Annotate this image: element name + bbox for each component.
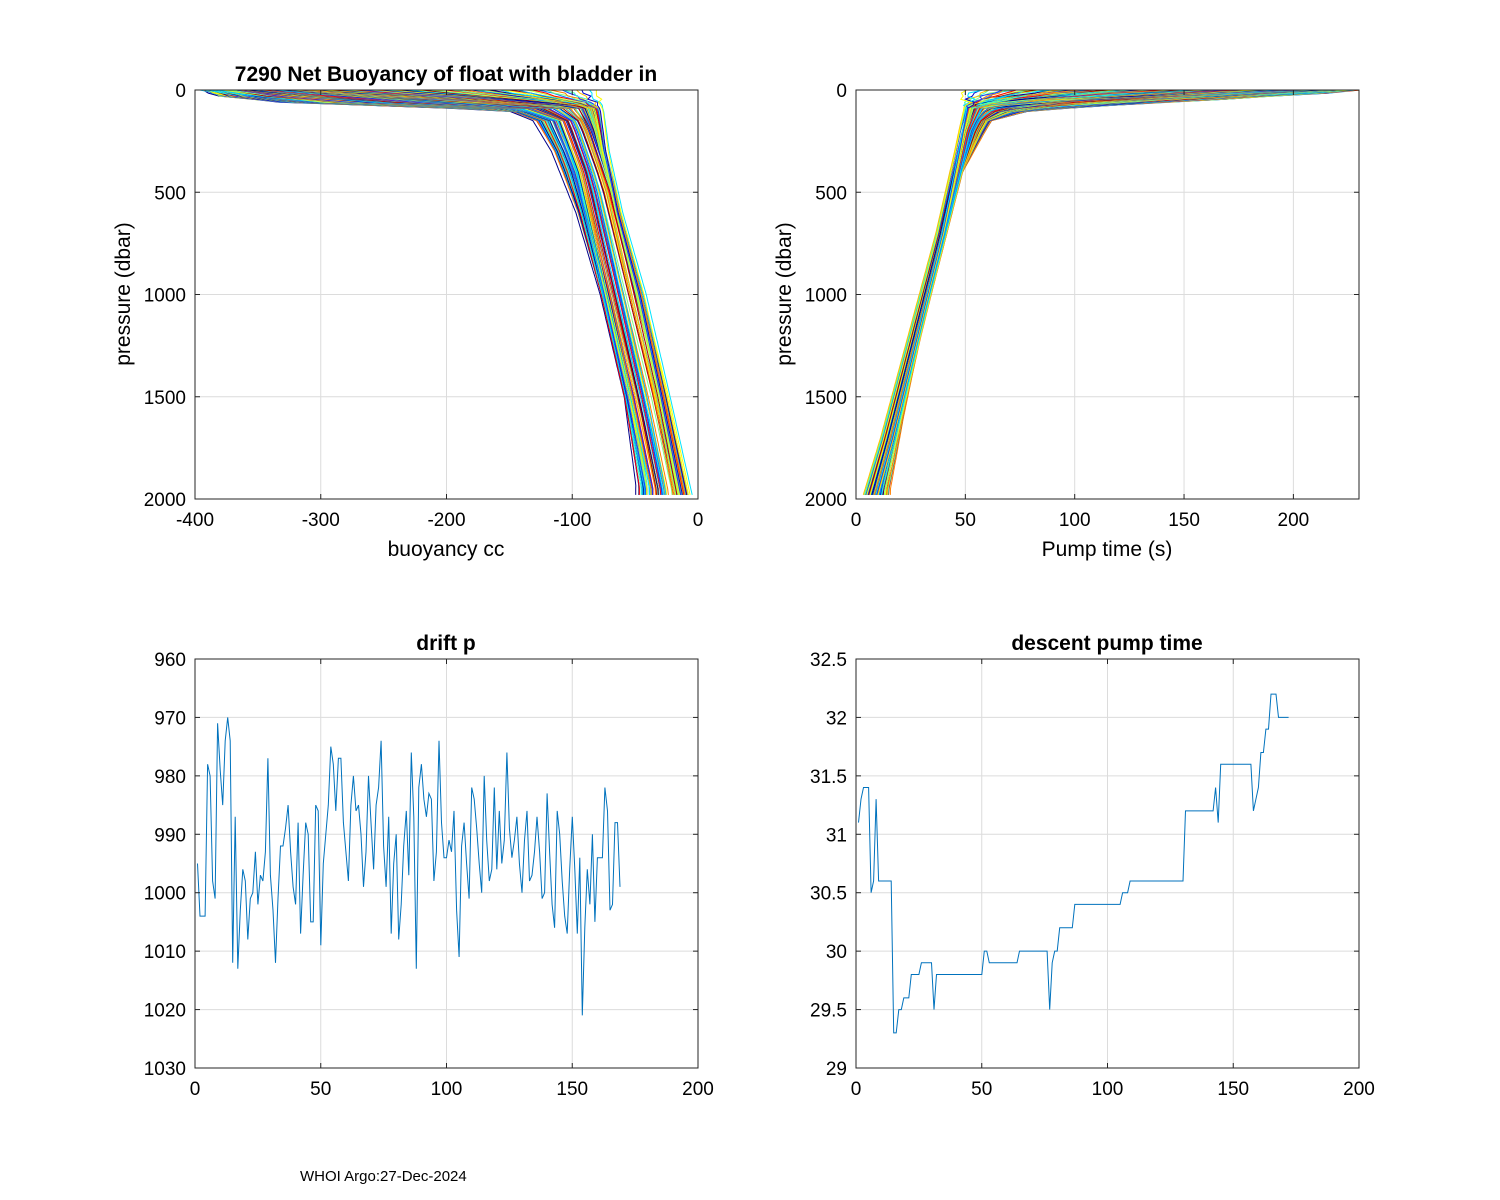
profile-line: [270, 90, 663, 495]
profile-line: [206, 90, 642, 495]
x-tick-label: -300: [302, 510, 340, 531]
profile-line: [305, 90, 674, 495]
x-tick-label: 200: [1278, 510, 1310, 531]
y-tick-label: 1030: [144, 1059, 186, 1080]
footer-credit: WHOI Argo:27-Dec-2024: [300, 1168, 467, 1185]
x-tick-label: 200: [1343, 1079, 1375, 1100]
profile-line: [263, 90, 662, 495]
net-buoyancy-xlabel: buoyancy cc: [388, 538, 505, 561]
x-tick-label: 0: [190, 1079, 201, 1100]
profile-line: [219, 90, 645, 495]
profile-line: [526, 90, 680, 495]
descent-pump-time-series: [858, 693, 1289, 1034]
x-tick-label: 200: [682, 1079, 714, 1100]
profile-line: [209, 90, 640, 495]
profile-line: [881, 90, 1312, 495]
x-tick-label: 150: [556, 1079, 588, 1100]
x-tick-label: 100: [1092, 1079, 1124, 1100]
y-tick-label: 29.5: [810, 1001, 847, 1022]
profile-line: [284, 90, 666, 495]
x-tick-label: 50: [310, 1079, 331, 1100]
x-tick-label: 50: [971, 1079, 992, 1100]
y-tick-label: 29: [826, 1059, 847, 1080]
drift-p-title: drift p: [416, 632, 475, 655]
y-tick-label: 31.5: [810, 767, 847, 788]
profile-line: [589, 90, 693, 496]
y-tick-label: 1500: [144, 388, 186, 409]
y-tick-label: 1000: [805, 286, 847, 307]
profile-line: [595, 90, 689, 495]
y-tick-label: 2000: [805, 490, 847, 511]
y-tick-label: 32: [826, 708, 847, 729]
x-tick-label: 150: [1168, 510, 1200, 531]
x-tick-label: 50: [955, 510, 976, 531]
y-tick-label: 1020: [144, 1001, 186, 1022]
y-tick-label: 500: [815, 183, 847, 204]
series-line: [197, 717, 621, 1016]
y-tick-label: 1010: [144, 942, 186, 963]
profile-line: [215, 90, 646, 495]
x-tick-label: 0: [693, 510, 704, 531]
net-buoyancy-ylabel: pressure (dbar): [112, 222, 135, 366]
pump-time-ylabel: pressure (dbar): [773, 222, 796, 366]
descent-pump-time-axes: 0 50 100 150 200 29 29.5 30 30.5 31 31.5 32 32.5 des…: [810, 632, 1375, 1100]
y-tick-label: 0: [836, 81, 847, 102]
drift-p-axes: 0 50 100 150 200 960 970 980 990 1000 1010 1020 1030…: [144, 632, 714, 1100]
x-tick-label: 0: [851, 510, 862, 531]
profile-line: [215, 90, 651, 495]
profile-line: [862, 90, 990, 496]
profile-line: [202, 90, 637, 495]
y-tick-label: 980: [154, 767, 186, 788]
profile-line: [562, 90, 682, 496]
y-tick-label: 960: [154, 650, 186, 671]
profile-line: [222, 90, 652, 495]
net-buoyancy-axes: -400 -300 -200 -100 0 0 500 1000 1500 2000 7290 N…: [112, 63, 703, 561]
pump-time-profiles: [862, 90, 1359, 496]
series-line: [858, 693, 1289, 1034]
y-tick-label: 31: [826, 825, 847, 846]
pump-time-xlabel: Pump time (s): [1042, 538, 1173, 561]
y-tick-label: 0: [175, 81, 186, 102]
profile-line: [581, 90, 683, 495]
net-buoyancy-ticks: -400 -300 -200 -100 0 0 500 1000 1500 2000: [144, 81, 704, 531]
y-tick-label: 1000: [144, 884, 186, 905]
profile-line: [258, 90, 657, 495]
profile-line: [884, 90, 1310, 495]
x-tick-label: 100: [431, 1079, 463, 1100]
y-tick-label: 1000: [144, 286, 186, 307]
y-tick-label: 970: [154, 708, 186, 729]
profile-line: [332, 90, 678, 495]
x-tick-label: -100: [553, 510, 591, 531]
x-tick-label: -200: [427, 510, 465, 531]
y-tick-label: 2000: [144, 490, 186, 511]
y-tick-label: 1500: [805, 388, 847, 409]
net-buoyancy-profiles: [199, 90, 693, 496]
x-tick-label: 0: [851, 1079, 862, 1100]
profile-line: [240, 90, 652, 495]
drift-p-series: [197, 717, 621, 1016]
profile-line: [276, 90, 664, 495]
profile-line: [288, 90, 667, 495]
profile-line: [431, 90, 679, 495]
profile-line: [310, 90, 676, 495]
x-tick-label: 100: [1059, 510, 1091, 531]
descent-pump-time-ticks: 0 50 100 150 200 29 29.5 30 30.5 31 31.5 32 32.5: [810, 650, 1375, 1100]
y-tick-label: 32.5: [810, 650, 847, 671]
x-tick-label: 150: [1217, 1079, 1249, 1100]
descent-pump-time-title: descent pump time: [1011, 632, 1202, 655]
y-tick-label: 30.5: [810, 884, 847, 905]
profile-line: [875, 90, 984, 496]
y-tick-label: 500: [154, 183, 186, 204]
y-tick-label: 30: [826, 942, 847, 963]
drift-p-ticks: 0 50 100 150 200 960 970 980 990 1000 1010 1020 1030: [144, 650, 714, 1100]
y-tick-label: 990: [154, 825, 186, 846]
x-tick-label: -400: [176, 510, 214, 531]
net-buoyancy-title: 7290 Net Buoyancy of float with bladder …: [235, 63, 657, 86]
profile-line: [866, 90, 972, 496]
